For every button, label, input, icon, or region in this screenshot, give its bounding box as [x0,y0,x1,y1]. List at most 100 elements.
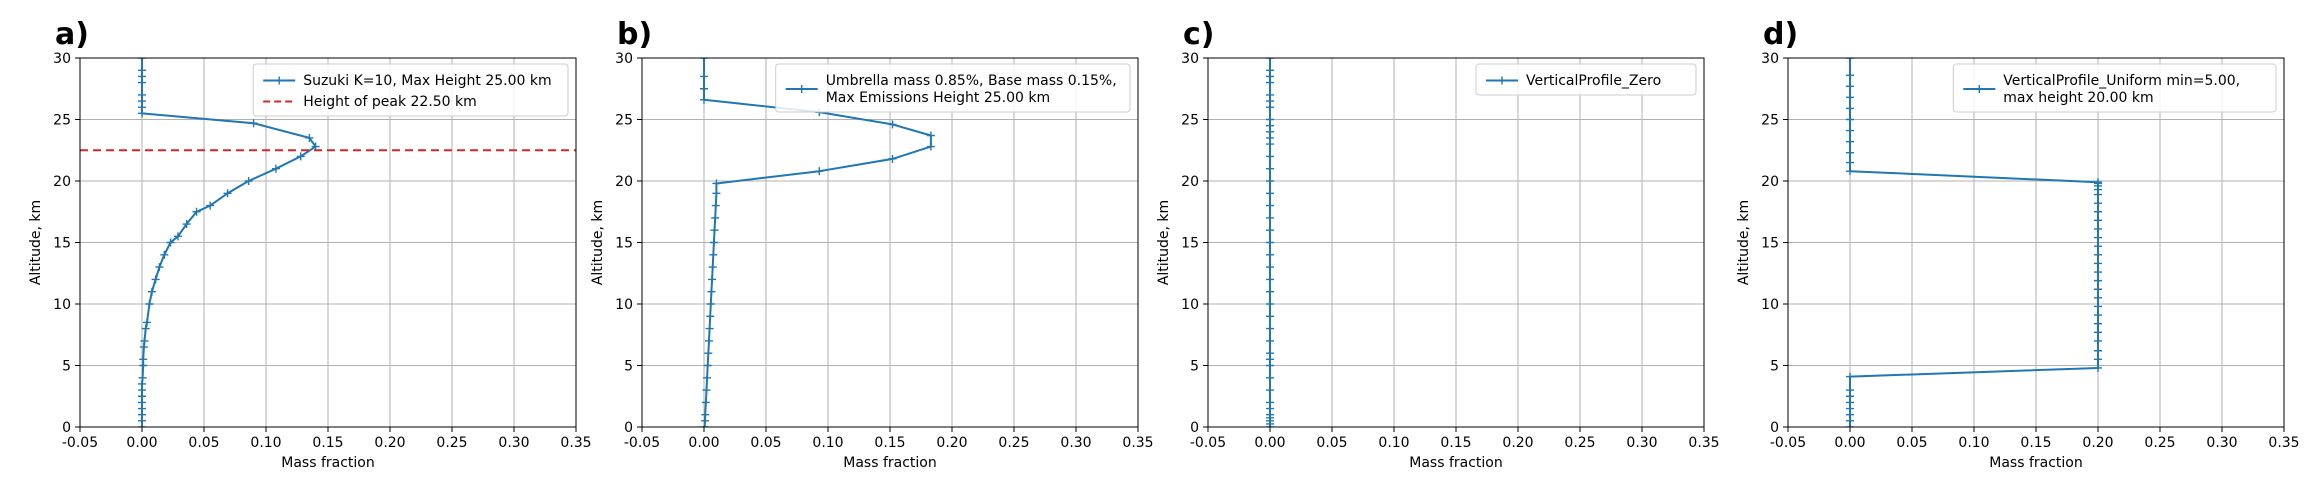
data-point [706,312,715,321]
y-tick-label: 30 [1181,51,1199,67]
data-point [712,189,721,198]
y-tick-label: 25 [615,113,633,129]
legend-box [775,63,1131,113]
x-tick-label: 0.35 [1688,435,1719,451]
data-point [1846,104,1854,113]
legend: VerticalProfile_Uniform min=5.00, max he… [1952,63,2277,113]
chart-panel-3: c) -0.05 0.00 0.05 0.10 0.15 0.20 0.25 0.30 0.35 0… [1156,17,1720,471]
y-tick-label: 5 [624,359,633,375]
legend: Suzuki K=10, Max Height 25.00 km Height o… [252,63,569,117]
data-point [2094,363,2102,372]
legend-entry-label: Max Emissions Height 25.00 km [826,90,1050,106]
data-point [1846,372,1854,381]
data-point [704,336,713,345]
y-tick-label: 30 [1761,51,1779,67]
panel-letter: d) [1763,17,1798,52]
data-point [1846,82,1854,91]
plot-frame [641,57,1139,428]
data-point [2094,293,2102,302]
data-point [1266,287,1274,296]
data-point [1266,336,1274,345]
legend-entry-label: Height of peak 22.50 km [303,94,477,110]
chart-panel-2: b) -0.05 0.00 0.05 0.10 0.15 0.20 0.25 0.30 0.35 0… [590,17,1154,471]
data-point [2094,178,2102,187]
x-tick-label: -0.05 [624,435,660,451]
x-tick-label: 0.10 [1958,435,1989,451]
data-point [2094,319,2102,328]
data-point [1846,137,1854,146]
y-axis-label: Altitude, km [1736,200,1752,285]
y-tick-label: 0 [1770,420,1779,436]
y-tick-label: 20 [1761,174,1779,190]
data-point [1266,164,1274,173]
x-tick-label: -0.05 [62,435,98,451]
plot-frame [1787,57,2285,428]
y-tick-label: 10 [53,297,71,313]
data-point [701,398,710,407]
chart-panel-4: d) -0.05 0.00 0.05 0.10 0.15 0.20 0.25 0.30 0.35 0… [1736,17,2300,471]
data-point [712,179,721,188]
data-point [244,177,253,185]
data-point [140,336,149,345]
legend: VerticalProfile_Zero [1475,63,1697,96]
x-tick-label: 0.35 [560,435,591,451]
data-point [2094,199,2102,208]
y-tick-label: 10 [1181,297,1199,313]
data-point [1266,201,1274,210]
legend-box [1475,63,1697,96]
y-tick-label: 20 [53,174,71,190]
panel-letter: a) [55,17,89,52]
data-point [2094,207,2102,216]
plot-area [80,58,576,427]
legend-marker [275,76,284,85]
data-point [2094,276,2102,285]
y-tick-label: 25 [53,113,71,129]
data-point [1266,312,1274,321]
y-tick-label: 25 [1761,113,1779,129]
y-tick-label: 5 [62,359,71,375]
data-point [141,324,150,333]
data-point [1266,58,1274,62]
data-point [1266,275,1274,284]
data-point [1266,263,1274,272]
y-tick-label: 0 [62,420,71,436]
x-tick-label: 0.20 [374,435,405,451]
data-point [1266,213,1274,222]
x-tick-label: 0.25 [436,435,467,451]
data-point [1846,126,1854,135]
x-axis-label: Mass fraction [1989,455,2082,471]
x-tick-label: 0.00 [126,435,157,451]
y-axis-label: Altitude, km [1156,200,1172,285]
data-point [223,189,232,198]
data-point [711,201,720,210]
data-point [708,263,717,272]
x-tick-label: 0.05 [750,435,781,451]
x-tick-label: 0.05 [1896,435,1927,451]
data-point [138,58,146,62]
data-point [710,226,719,235]
data-point [1266,250,1274,259]
data-point [1266,66,1274,75]
data-point [2094,355,2102,364]
plot-frame [1207,57,1705,428]
x-tick-label: -0.05 [1190,435,1226,451]
data-point [700,72,708,81]
data-point [2094,346,2102,355]
chart-panel-1: a) -0.05 0.00 0.05 0.10 0.15 0.20 0.25 0.30 0.35 0… [28,17,592,471]
data-point [166,238,175,247]
data-point [2094,336,2102,345]
data-point [2094,268,2102,277]
panel-letter: b) [617,17,652,52]
y-tick-label: 5 [1770,359,1779,375]
x-axis-label: Mass fraction [843,455,936,471]
x-tick-label: 0.20 [1502,435,1533,451]
data-point [701,410,710,419]
data-point [138,373,147,382]
data-point [707,287,716,296]
x-tick-label: 0.25 [998,435,1029,451]
x-tick-label: 0.20 [936,435,967,451]
data-point [709,238,718,247]
data-point [142,318,151,327]
legend-box [252,63,569,117]
